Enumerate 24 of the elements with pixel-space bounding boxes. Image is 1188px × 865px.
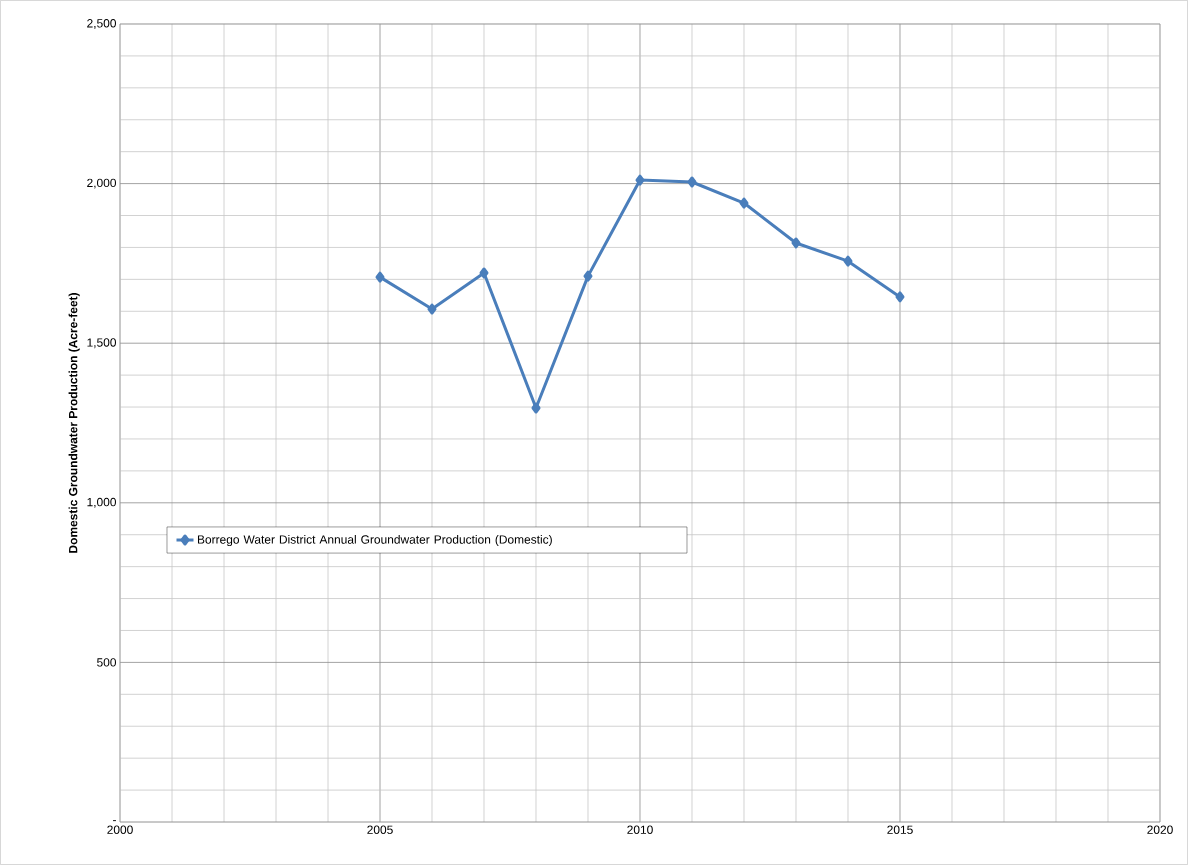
y-tick-label: 1,000 [87,497,117,508]
point [791,237,801,249]
point [479,267,489,279]
point [531,402,541,414]
x-tick-label: 2015 [887,825,913,834]
point [687,176,697,188]
point [375,271,385,283]
point [583,270,593,282]
point [739,197,749,209]
x-tick-label: 2005 [367,825,393,834]
legend-label: Borrego Water District Annual Groundwater Production (Domestic) [197,534,552,547]
y-tick-label: - [113,820,116,822]
y-tick-label: 500 [97,658,117,667]
x-tick-label: 2020 [1147,825,1173,834]
point [635,174,645,186]
x-tick-label: 2010 [627,825,653,834]
y-tick-label: 2,000 [87,178,117,189]
y-axis-title: Domestic Groundwater Production (Acre-feet) [68,293,80,553]
point [843,255,853,267]
x-tick-label: 2000 [107,825,133,834]
y-tick-label: 1,500 [87,338,117,349]
point [895,291,905,303]
point [427,303,437,315]
y-tick-label: 2,500 [87,19,117,29]
